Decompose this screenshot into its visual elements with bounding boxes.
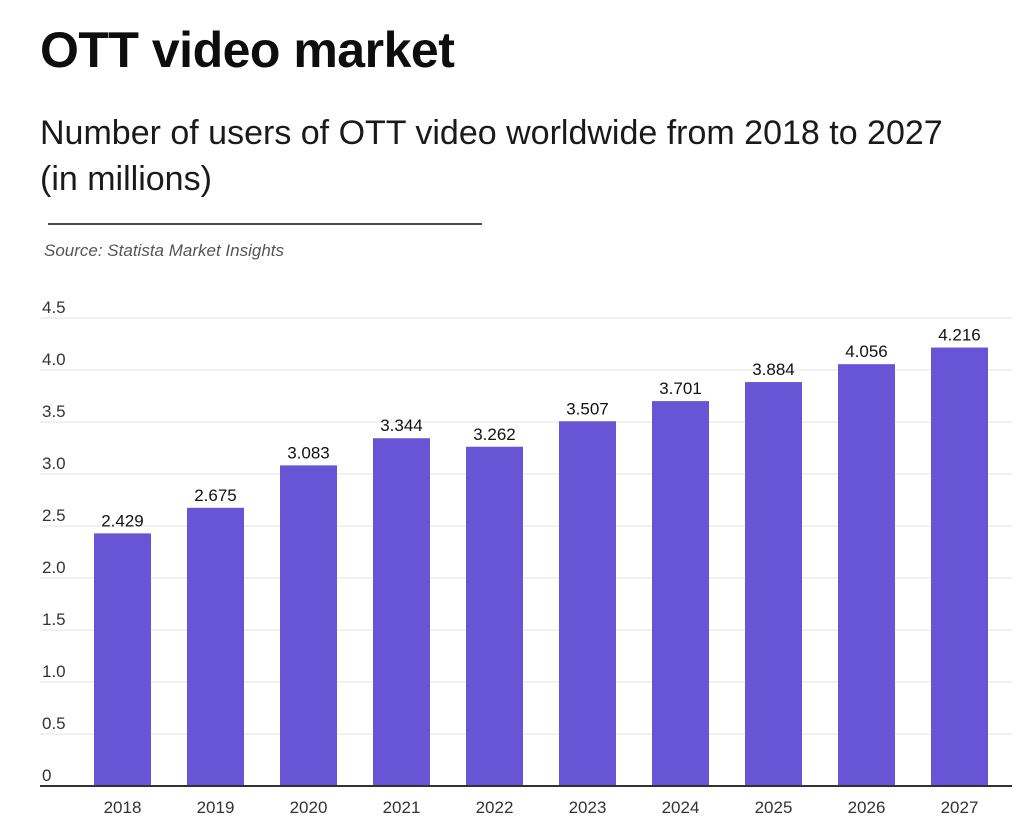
y-tick-label: 4.5 <box>42 298 66 317</box>
bar-2019 <box>187 507 244 786</box>
bar-2023 <box>559 421 616 786</box>
value-label: 3.344 <box>380 416 423 435</box>
x-axis-ticks: 2018 2019 2020 2021 2022 2023 2024 2025 2026 2027 <box>104 798 979 817</box>
x-tick-label: 2026 <box>848 798 886 817</box>
y-tick-label: 2.5 <box>42 506 66 525</box>
value-label: 3.701 <box>659 379 702 398</box>
bar-2024 <box>652 401 709 786</box>
x-tick-label: 2025 <box>755 798 793 817</box>
source-note: Source: Statista Market Insights <box>44 241 284 260</box>
x-tick-label: 2018 <box>104 798 142 817</box>
bar-2020 <box>280 465 337 786</box>
value-label: 2.429 <box>101 511 144 530</box>
y-tick-label: 1.0 <box>42 662 66 681</box>
y-tick-label: 0 <box>42 766 51 785</box>
chart-title: OTT video market <box>40 22 455 78</box>
x-tick-label: 2020 <box>290 798 328 817</box>
x-tick-label: 2027 <box>941 798 979 817</box>
y-tick-label: 4.0 <box>42 350 66 369</box>
y-tick-label: 2.0 <box>42 558 66 577</box>
x-tick-label: 2021 <box>383 798 421 817</box>
y-tick-label: 3.5 <box>42 402 66 421</box>
value-label: 3.262 <box>473 425 516 444</box>
value-label: 3.083 <box>287 443 330 462</box>
x-tick-label: 2024 <box>662 798 700 817</box>
value-label: 3.507 <box>566 399 609 418</box>
value-label: 4.056 <box>845 342 888 361</box>
bar-2027 <box>931 347 988 786</box>
bars <box>94 347 988 786</box>
bar-2021 <box>373 438 430 786</box>
y-tick-label: 0.5 <box>42 714 66 733</box>
value-labels: 2.429 2.675 3.083 3.344 3.262 3.507 3.701 3.884… <box>101 326 981 531</box>
bar-2025 <box>745 382 802 786</box>
x-tick-label: 2023 <box>569 798 607 817</box>
y-tick-label: 3.0 <box>42 454 66 473</box>
title-divider <box>48 223 482 225</box>
bar-2018 <box>94 533 151 786</box>
value-label: 3.884 <box>752 360 795 379</box>
value-label: 4.216 <box>938 326 981 345</box>
bar-2022 <box>466 446 523 786</box>
y-tick-label: 1.5 <box>42 610 66 629</box>
x-tick-label: 2022 <box>476 798 514 817</box>
value-label: 2.675 <box>194 486 237 505</box>
chart-subtitle: Number of users of OTT video worldwide f… <box>40 114 943 198</box>
x-tick-label: 2019 <box>197 798 235 817</box>
y-axis-ticks: 0 0.5 1.0 1.5 2.0 2.5 3.0 3.5 4.0 4.5 <box>42 298 66 785</box>
bar-2026 <box>838 364 895 786</box>
